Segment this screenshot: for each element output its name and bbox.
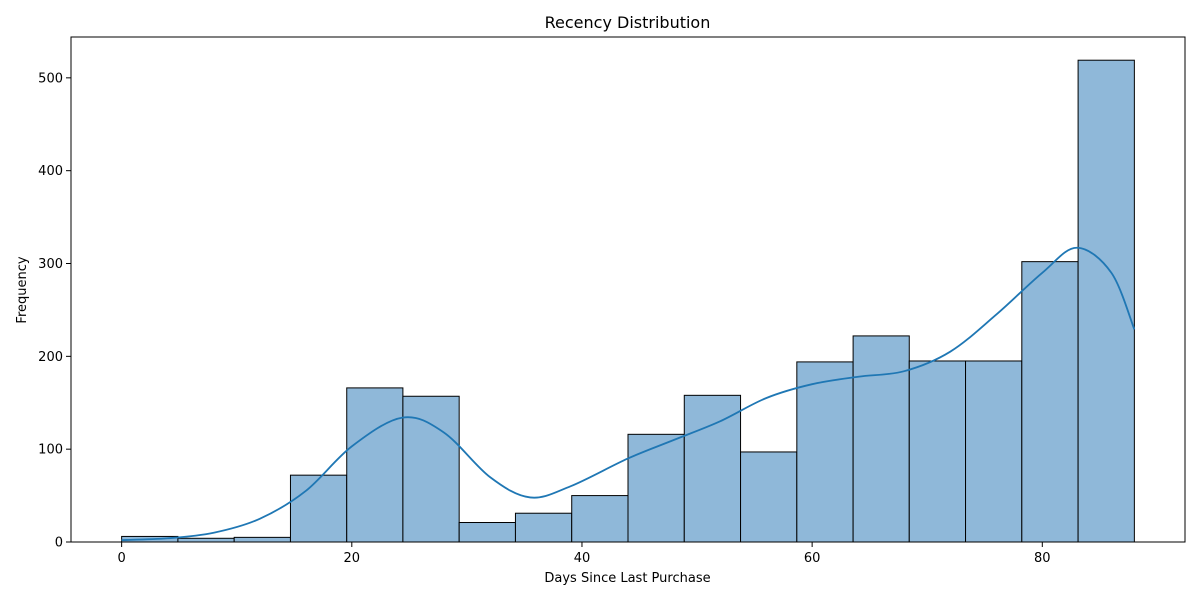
histogram-bar [514, 512, 573, 543]
y-axis-label: Frequency [15, 256, 30, 323]
histogram-bar [233, 536, 291, 543]
y-tick-label: 200 [38, 350, 63, 365]
histogram-bar [571, 495, 629, 543]
y-axis-ticks: 0 100 200 300 400 500 [38, 71, 71, 551]
histogram-bar [1077, 59, 1135, 543]
histogram-bar [177, 537, 235, 543]
histogram-bar [965, 360, 1023, 543]
histogram-bar [458, 522, 516, 543]
x-tick-label: 80 [1034, 551, 1051, 566]
chart-title: Recency Distribution [545, 13, 711, 32]
histogram-bars [121, 59, 1135, 543]
histogram-bar [683, 394, 742, 543]
y-tick-label: 100 [38, 443, 63, 458]
histogram-bar [852, 335, 910, 543]
histogram-bar [289, 474, 348, 543]
histogram-bar [908, 360, 967, 543]
histogram-bar [1021, 261, 1079, 543]
x-tick-label: 40 [574, 551, 591, 566]
histogram-bar [346, 387, 404, 543]
y-tick-label: 0 [55, 536, 63, 551]
x-tick-label: 20 [344, 551, 361, 566]
y-tick-label: 300 [38, 257, 63, 272]
x-tick-label: 60 [804, 551, 821, 566]
histogram-bar [740, 451, 798, 543]
x-axis-ticks: 0 20 40 60 80 [117, 542, 1051, 566]
plot-frame [70, 36, 1186, 543]
histogram-bar [796, 361, 854, 543]
y-tick-label: 500 [38, 71, 63, 86]
y-tick-label: 400 [38, 164, 63, 179]
kde-curve [121, 246, 1136, 542]
x-axis-label: Days Since Last Purchase [544, 571, 710, 586]
x-tick-label: 0 [117, 551, 125, 566]
histogram-bar [402, 395, 460, 543]
histogram-bar [627, 433, 685, 543]
